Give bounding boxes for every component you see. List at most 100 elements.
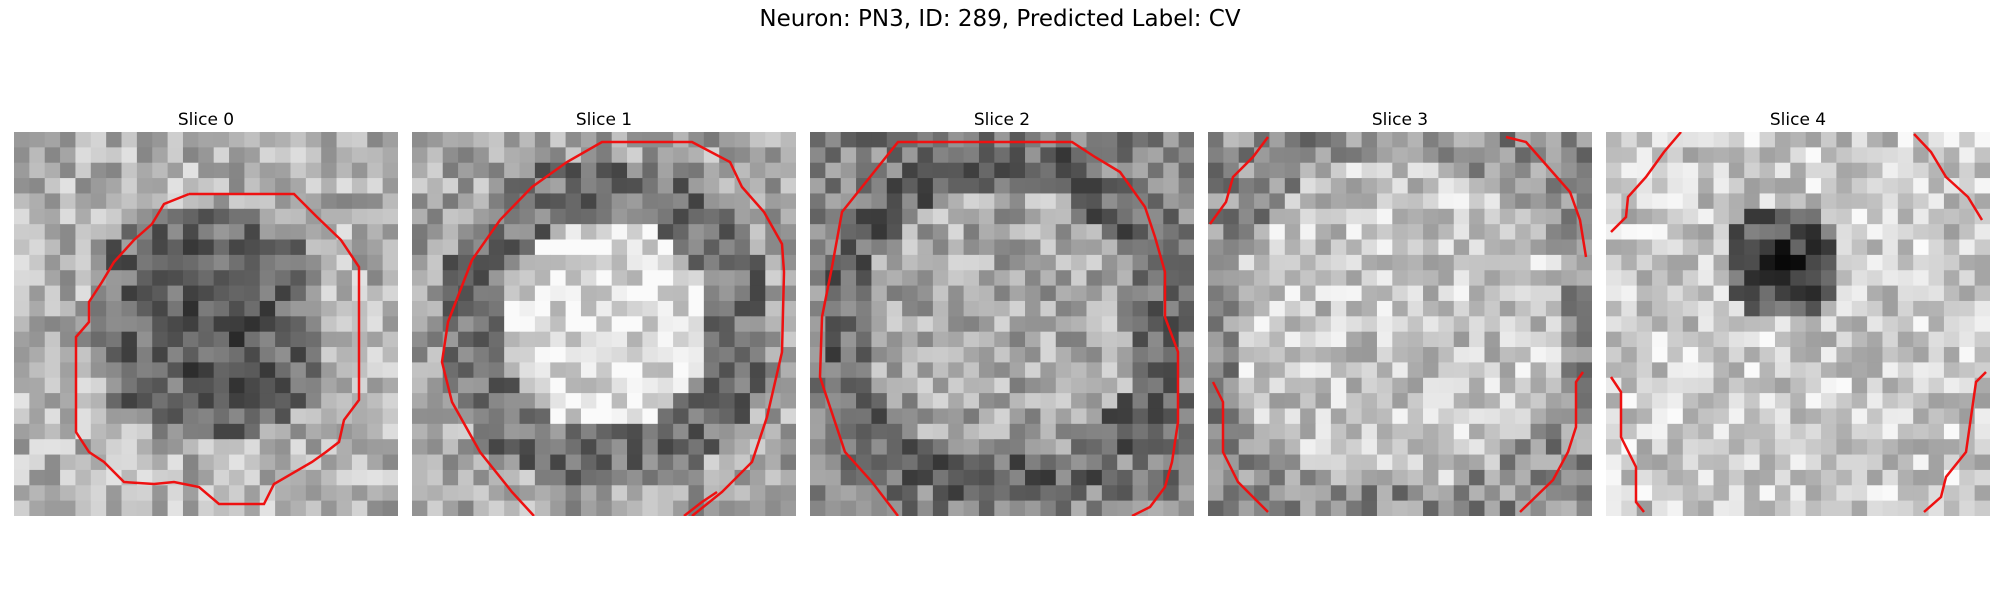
pixel [1561,132,1577,148]
pixel [948,301,964,317]
pixel [688,224,704,240]
pixel [673,362,689,378]
pixel [1010,455,1026,471]
pixel [1929,270,1945,286]
pixel [152,255,168,271]
pixel [137,240,153,256]
pixel [704,163,720,179]
pixel [1729,455,1745,471]
pixel [1867,439,1883,455]
pixel [1637,132,1653,148]
pixel [1667,347,1683,363]
pixel [1867,163,1883,179]
pixel [29,501,45,516]
slice-image [1208,132,1592,516]
pixel [1239,147,1255,163]
pixel [1744,470,1760,486]
pixel [214,209,230,225]
pixel [427,424,443,440]
pixel [735,424,751,440]
pixel [1821,470,1837,486]
pixel [1010,408,1026,424]
pixel [473,408,489,424]
pixel [214,408,230,424]
pixel [1729,255,1745,271]
pixel [902,362,918,378]
pixel [198,270,214,286]
pixel [612,439,628,455]
pixel [198,439,214,455]
pixel [1821,301,1837,317]
pixel [658,439,674,455]
pixel [750,240,766,256]
pixel [627,470,643,486]
pixel [137,270,153,286]
pixel [1040,470,1056,486]
pixel [1867,424,1883,440]
pixel [1148,408,1164,424]
pixel [275,224,291,240]
pixel [1163,362,1179,378]
pixel [810,240,826,256]
pixel [412,301,428,317]
pixel [1071,347,1087,363]
pixel [1377,240,1393,256]
pixel [979,132,995,148]
pixel [1698,332,1714,348]
pixel [735,301,751,317]
pixel [1621,332,1637,348]
pixel [856,501,872,516]
pixel [1208,347,1224,363]
pixel [750,501,766,516]
pixel [152,286,168,302]
pixel [1208,301,1224,317]
pixel [1975,485,1990,501]
pixel [1117,347,1133,363]
pixel [14,347,30,363]
pixel [1637,316,1653,332]
pixel [1469,470,1485,486]
pixel [1775,178,1791,194]
pixel [1331,301,1347,317]
pixel [566,255,582,271]
pixel [1561,378,1577,394]
pixel [1744,362,1760,378]
pixel [275,455,291,471]
pixel [781,424,796,440]
pixel [658,485,674,501]
pixel [1102,301,1118,317]
pixel [1775,224,1791,240]
pixel [1714,286,1730,302]
pixel [29,224,45,240]
pixel [367,240,383,256]
pixel [1500,270,1516,286]
pixel [550,224,566,240]
pixel [1285,209,1301,225]
pixel [1300,301,1316,317]
pixel [1469,147,1485,163]
pixel [856,240,872,256]
pixel [352,209,368,225]
pixel [1531,362,1547,378]
pixel [1148,332,1164,348]
pixel [1698,301,1714,317]
pixel [260,163,276,179]
pixel [964,193,980,209]
pixel [1239,193,1255,209]
pixel [1423,193,1439,209]
pixel [688,147,704,163]
pixel [1729,362,1745,378]
pixel [1056,332,1072,348]
pixel [1484,286,1500,302]
pixel [810,316,826,332]
pixel [1102,255,1118,271]
pixel [306,178,322,194]
pixel [1179,362,1194,378]
pixel [902,270,918,286]
pixel [750,347,766,363]
pixel [1316,270,1332,286]
pixel [581,439,597,455]
pixel [1790,178,1806,194]
pixel [60,424,76,440]
pixel [1698,132,1714,148]
